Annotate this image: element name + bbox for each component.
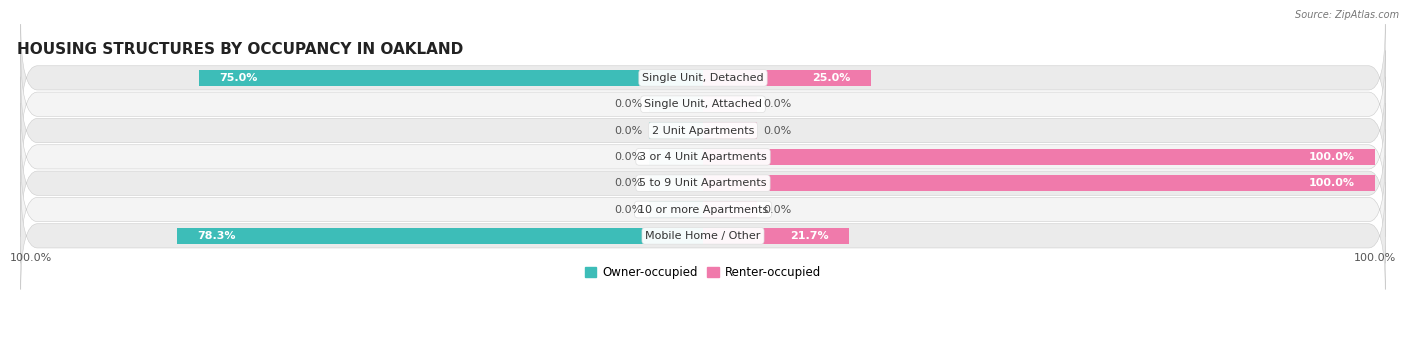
Text: 10 or more Apartments: 10 or more Apartments	[638, 205, 768, 214]
Text: 0.0%: 0.0%	[763, 205, 792, 214]
FancyBboxPatch shape	[21, 50, 1385, 158]
FancyBboxPatch shape	[21, 77, 1385, 184]
Text: 3 or 4 Unit Apartments: 3 or 4 Unit Apartments	[640, 152, 766, 162]
FancyBboxPatch shape	[21, 182, 1385, 290]
Bar	[198, 70, 703, 86]
Bar	[703, 122, 756, 139]
Text: 78.3%: 78.3%	[197, 231, 235, 241]
Bar	[703, 149, 1375, 165]
Bar	[703, 96, 756, 113]
Bar	[650, 122, 703, 139]
Text: 2 Unit Apartments: 2 Unit Apartments	[652, 125, 754, 135]
FancyBboxPatch shape	[21, 156, 1385, 263]
Text: 0.0%: 0.0%	[614, 125, 643, 135]
Text: Single Unit, Attached: Single Unit, Attached	[644, 99, 762, 109]
Bar	[703, 201, 756, 218]
FancyBboxPatch shape	[21, 103, 1385, 211]
Bar	[650, 149, 703, 165]
Bar	[703, 70, 872, 86]
Text: 100.0%: 100.0%	[1309, 152, 1355, 162]
Bar	[650, 96, 703, 113]
Text: 0.0%: 0.0%	[763, 99, 792, 109]
Text: 0.0%: 0.0%	[614, 152, 643, 162]
Text: 0.0%: 0.0%	[614, 205, 643, 214]
Text: 100.0%: 100.0%	[1309, 178, 1355, 188]
Text: 21.7%: 21.7%	[790, 231, 828, 241]
Legend: Owner-occupied, Renter-occupied: Owner-occupied, Renter-occupied	[579, 261, 827, 284]
FancyBboxPatch shape	[21, 130, 1385, 237]
FancyBboxPatch shape	[21, 24, 1385, 132]
Bar	[177, 228, 703, 244]
Text: 75.0%: 75.0%	[219, 73, 257, 83]
Text: 5 to 9 Unit Apartments: 5 to 9 Unit Apartments	[640, 178, 766, 188]
Text: Source: ZipAtlas.com: Source: ZipAtlas.com	[1295, 10, 1399, 20]
Text: HOUSING STRUCTURES BY OCCUPANCY IN OAKLAND: HOUSING STRUCTURES BY OCCUPANCY IN OAKLA…	[17, 42, 464, 57]
Bar	[650, 201, 703, 218]
Text: Mobile Home / Other: Mobile Home / Other	[645, 231, 761, 241]
Text: Single Unit, Detached: Single Unit, Detached	[643, 73, 763, 83]
Bar	[650, 175, 703, 191]
Text: 0.0%: 0.0%	[614, 99, 643, 109]
Bar	[703, 175, 1375, 191]
Text: 0.0%: 0.0%	[614, 178, 643, 188]
Text: 25.0%: 25.0%	[813, 73, 851, 83]
Bar	[703, 228, 849, 244]
Text: 0.0%: 0.0%	[763, 125, 792, 135]
